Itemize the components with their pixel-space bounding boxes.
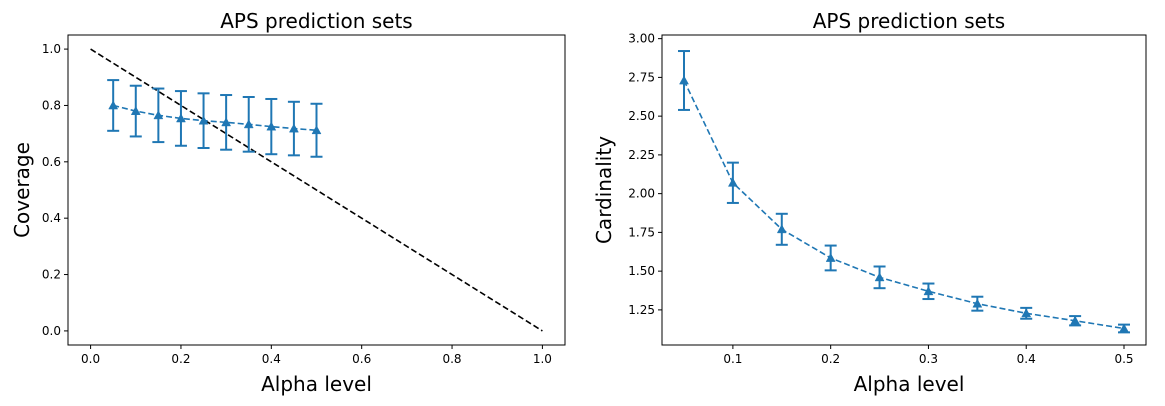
coverage-panel: APS prediction sets Alpha level Coverage… xyxy=(10,9,566,396)
coverage-ticks: 0.0 0.2 0.4 0.6 0.8 1.0 0.0 0.2 0.4 0.6 0.8 1.0 xyxy=(42,42,552,366)
cardinality-x-tick-label: 0.2 xyxy=(821,352,840,366)
coverage-reference-line xyxy=(90,48,543,332)
cardinality-marks xyxy=(678,50,1130,334)
cardinality-x-axis-label: Alpha level xyxy=(854,372,965,396)
cardinality-y-axis-label: Cardinality xyxy=(592,136,616,244)
coverage-y-axis-label: Coverage xyxy=(10,142,34,238)
cardinality-x-tick-label: 0.1 xyxy=(723,352,742,366)
coverage-series-line xyxy=(112,104,317,132)
cardinality-data-point xyxy=(727,177,738,187)
cardinality-series-line xyxy=(683,80,1125,330)
cardinality-x-tick-label: 0.3 xyxy=(919,352,938,366)
cardinality-y-tick-label: 2.75 xyxy=(628,70,655,84)
coverage-data-point xyxy=(176,113,186,123)
cardinality-data-point xyxy=(972,298,983,308)
coverage-y-tick-label: 0.6 xyxy=(42,155,61,169)
coverage-data-point xyxy=(266,121,277,131)
coverage-x-tick-label: 0.0 xyxy=(81,352,100,366)
coverage-data-point xyxy=(221,117,232,127)
coverage-plot-frame xyxy=(67,34,566,346)
cardinality-data-point xyxy=(679,75,689,85)
cardinality-y-tick-label: 2.25 xyxy=(628,148,655,162)
cardinality-data-point xyxy=(1070,315,1081,325)
cardinality-data-point xyxy=(825,252,836,262)
coverage-marks xyxy=(90,48,543,332)
cardinality-y-tick-label: 1.50 xyxy=(628,264,655,278)
coverage-y-tick-label: 0.8 xyxy=(42,98,61,112)
coverage-x-axis-label: Alpha level xyxy=(261,372,372,396)
cardinality-data-point xyxy=(874,272,885,282)
coverage-data-point xyxy=(153,110,164,120)
coverage-y-tick-label: 0.4 xyxy=(42,211,61,225)
coverage-data-point xyxy=(311,125,322,135)
coverage-data-point xyxy=(243,119,254,129)
cardinality-data-point xyxy=(776,224,787,234)
coverage-x-tick-label: 1.0 xyxy=(533,352,552,366)
cardinality-y-tick-label: 1.75 xyxy=(628,225,655,239)
coverage-data-point xyxy=(198,115,209,125)
cardinality-data-point xyxy=(1021,308,1032,318)
cardinality-y-tick-label: 3.00 xyxy=(628,32,655,46)
coverage-x-tick-label: 0.8 xyxy=(442,352,461,366)
coverage-data-point xyxy=(130,106,141,115)
coverage-chart-title: APS prediction sets xyxy=(220,9,412,33)
coverage-x-tick-label: 0.4 xyxy=(262,352,281,366)
coverage-data-point xyxy=(288,123,299,133)
cardinality-y-tick-label: 1.25 xyxy=(628,303,655,317)
cardinality-ticks: 0.1 0.2 0.3 0.4 0.5 1.25 1.50 1.75 2.00 2.25 2.50 2… xyxy=(628,32,1133,366)
coverage-x-tick-label: 0.2 xyxy=(171,352,190,366)
coverage-y-tick-label: 0.0 xyxy=(42,324,61,338)
cardinality-x-tick-label: 0.5 xyxy=(1114,352,1133,366)
cardinality-y-tick-label: 2.50 xyxy=(628,109,655,123)
cardinality-panel: APS prediction sets Alpha level Cardinal… xyxy=(592,9,1147,396)
coverage-y-tick-label: 1.0 xyxy=(42,42,61,56)
coverage-y-tick-label: 0.2 xyxy=(42,268,61,282)
cardinality-x-tick-label: 0.4 xyxy=(1017,352,1036,366)
cardinality-plot-frame xyxy=(661,34,1147,346)
cardinality-chart-title: APS prediction sets xyxy=(813,9,1005,33)
coverage-data-point xyxy=(108,100,119,110)
cardinality-data-point xyxy=(923,286,934,296)
cardinality-y-tick-label: 2.00 xyxy=(628,187,655,201)
cardinality-data-point xyxy=(1119,323,1129,333)
coverage-x-tick-label: 0.6 xyxy=(352,352,371,366)
